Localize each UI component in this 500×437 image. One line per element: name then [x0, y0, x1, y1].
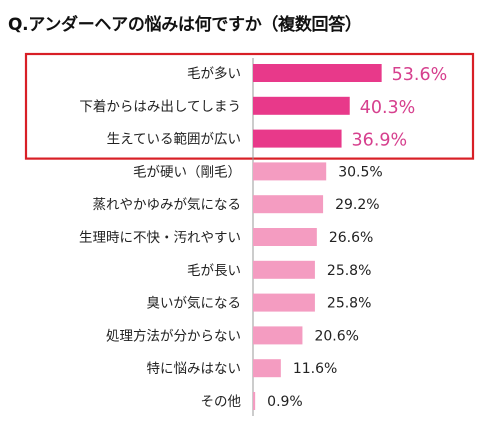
bar [253, 129, 342, 148]
bar [253, 359, 281, 378]
value-label: 25.8% [327, 296, 371, 312]
category-label: 特に悩みはない [147, 361, 242, 377]
chart-title: Q.アンダーヘアの悩みは何ですか（複数回答） [8, 15, 362, 35]
bar [253, 293, 315, 312]
value-label: 53.6% [392, 65, 448, 85]
value-label: 29.2% [335, 197, 379, 213]
bar [253, 96, 350, 115]
value-label: 26.6% [329, 230, 373, 246]
category-label: 臭いが気になる [147, 296, 242, 312]
category-label: 処理方法が分からない [106, 328, 241, 344]
value-label: 20.6% [314, 328, 358, 344]
value-label: 36.9% [352, 131, 408, 151]
bar [253, 260, 315, 279]
value-label: 25.8% [327, 263, 371, 279]
bar [253, 162, 327, 181]
category-label: 毛が長い [187, 263, 241, 279]
category-label: 毛が硬い（剛毛） [133, 164, 241, 180]
value-label: 30.5% [338, 164, 382, 180]
bar [253, 64, 382, 82]
highlight-frame [24, 52, 475, 160]
category-label: 生理時に不快・汚れやすい [79, 230, 241, 246]
bar [253, 326, 303, 345]
category-label: その他 [201, 394, 242, 410]
category-label: 蒸れやかゆみが気になる [93, 197, 242, 213]
value-label: 0.9% [267, 394, 303, 410]
bar [253, 392, 256, 410]
category-label: 毛が多い [187, 65, 241, 82]
value-label: 40.3% [360, 98, 416, 118]
category-label: 生えている範囲が広い [107, 132, 241, 148]
value-label: 11.6% [293, 361, 337, 377]
category-label: 下着からはみ出してしまう [79, 98, 241, 115]
bar [253, 195, 324, 214]
bar [253, 228, 317, 246]
